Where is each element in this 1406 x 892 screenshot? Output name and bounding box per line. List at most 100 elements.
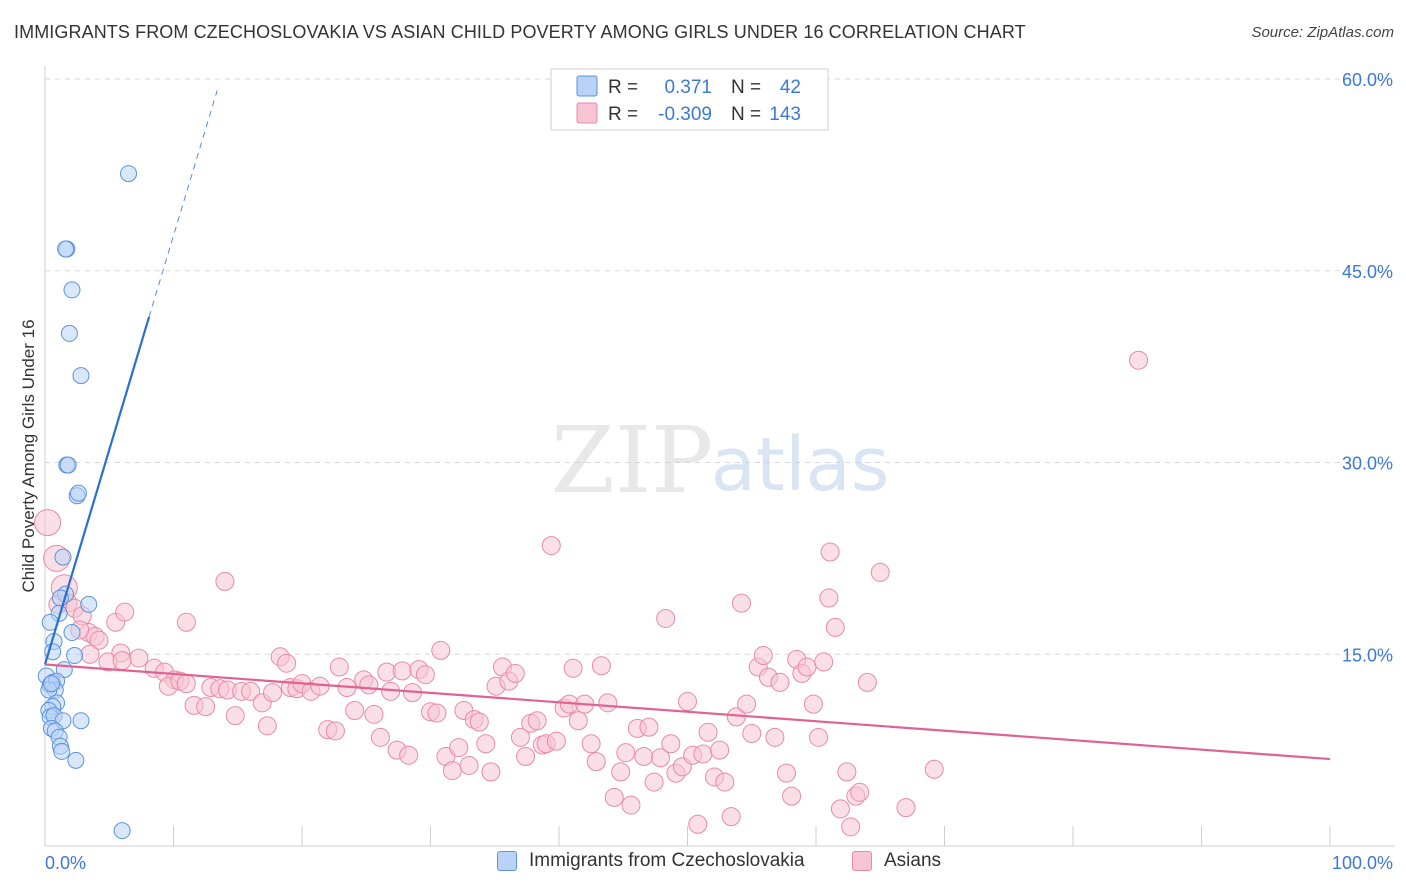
asians-point bbox=[129, 648, 149, 668]
bottom-legend: Immigrants from Czechoslovakia Asians bbox=[0, 850, 1406, 880]
legend-item-czechoslovakia: Immigrants from Czechoslovakia bbox=[497, 850, 805, 872]
legend-swatch-blue bbox=[497, 851, 517, 871]
trend-lines bbox=[43, 90, 1331, 761]
asians-point bbox=[89, 630, 109, 650]
czechoslovakia-trend-line bbox=[43, 316, 151, 665]
asians-point bbox=[809, 727, 829, 747]
asians-point bbox=[34, 509, 62, 537]
asians-point bbox=[721, 807, 741, 827]
czechoslovakia-point bbox=[80, 595, 98, 613]
watermark-atlas: atlas bbox=[711, 422, 890, 508]
asians-point bbox=[770, 672, 790, 692]
czechoslovakia-point bbox=[53, 742, 71, 760]
asians-point bbox=[241, 681, 261, 701]
legend-n-value-2: 143 bbox=[769, 104, 801, 125]
asians-point bbox=[586, 752, 606, 772]
asians-point bbox=[505, 663, 525, 683]
asians-point bbox=[359, 675, 379, 695]
asians-point bbox=[345, 700, 365, 720]
czechoslovakia-trend-extension bbox=[148, 90, 218, 317]
asians-point bbox=[753, 646, 773, 666]
y-tick-label-1: 30.0% bbox=[1342, 454, 1393, 474]
asians-point bbox=[742, 724, 762, 744]
czechoslovakia-point bbox=[54, 548, 72, 566]
asians-point bbox=[196, 697, 216, 717]
asians-point bbox=[710, 740, 730, 760]
czechoslovakia-point bbox=[67, 751, 85, 769]
czechoslovakia-point bbox=[113, 822, 131, 840]
asians-point bbox=[257, 716, 277, 736]
asians-point bbox=[693, 744, 713, 764]
asians-point bbox=[427, 703, 447, 723]
legend-swatch-pink bbox=[852, 851, 872, 871]
asians-point bbox=[392, 661, 412, 681]
asians-point bbox=[568, 711, 588, 731]
asians-point bbox=[656, 608, 676, 628]
asians-point bbox=[644, 772, 664, 792]
asians-point bbox=[604, 787, 624, 807]
asians-point bbox=[581, 734, 601, 754]
asians-point bbox=[176, 612, 196, 632]
asians-point bbox=[370, 727, 390, 747]
czechoslovakia-point bbox=[59, 456, 77, 474]
asians-point bbox=[837, 762, 857, 782]
legend-r-value-1: 0.371 bbox=[664, 77, 712, 98]
asians-point bbox=[476, 734, 496, 754]
asians-point bbox=[469, 712, 489, 732]
czechoslovakia-point bbox=[60, 324, 78, 342]
czechoslovakia-point bbox=[69, 484, 87, 502]
legend-label-asians: Asians bbox=[884, 850, 942, 871]
asians-point bbox=[825, 617, 845, 637]
asians-point bbox=[225, 706, 245, 726]
asians-point bbox=[215, 571, 235, 591]
asians-point bbox=[329, 657, 349, 677]
asians-point bbox=[651, 748, 671, 768]
asians-point bbox=[598, 693, 618, 713]
czechoslovakia-point bbox=[63, 281, 81, 299]
asians-point bbox=[516, 747, 536, 767]
asians-point bbox=[449, 738, 469, 758]
asians-point bbox=[634, 747, 654, 767]
asians-point bbox=[857, 672, 877, 692]
asians-point bbox=[541, 536, 561, 556]
tick-labels: 15.0% 30.0% 45.0% 60.0% 0.0% 100.0% bbox=[45, 70, 1393, 873]
czechoslovakia-point bbox=[72, 712, 90, 730]
legend-label-czechoslovakia: Immigrants from Czechoslovakia bbox=[529, 850, 805, 871]
asians-point bbox=[442, 761, 462, 781]
asians-point bbox=[459, 755, 479, 775]
asians-point bbox=[782, 786, 802, 806]
asians-point bbox=[115, 602, 135, 622]
legend-r-value-2: -0.309 bbox=[658, 104, 712, 125]
asians-point bbox=[1129, 350, 1149, 370]
legend-item-asians: Asians bbox=[852, 850, 941, 872]
asians-point bbox=[591, 656, 611, 676]
czechoslovakia-point bbox=[42, 675, 60, 693]
grid-lines bbox=[45, 78, 1395, 655]
asians-point bbox=[814, 652, 834, 672]
asians-point bbox=[546, 731, 566, 751]
asians-point bbox=[415, 665, 435, 685]
asians-point bbox=[325, 721, 345, 741]
czechoslovakia-point bbox=[120, 165, 138, 183]
asians-point bbox=[731, 593, 751, 613]
asians-point bbox=[639, 717, 659, 737]
correlation-legend: R = 0.371 N = 42 R = -0.309 N = 143 bbox=[550, 68, 829, 131]
asians-point bbox=[80, 644, 100, 664]
asians-point bbox=[820, 542, 840, 562]
asians-point bbox=[621, 795, 641, 815]
legend-r-label-2: R = bbox=[608, 104, 638, 125]
asians-point bbox=[776, 763, 796, 783]
legend-n-label-2: N = bbox=[731, 104, 761, 125]
legend-blue-swatch bbox=[576, 75, 598, 97]
asians-point bbox=[527, 711, 547, 731]
legend-r-label-1: R = bbox=[608, 77, 638, 98]
chart-title: IMMIGRANTS FROM CZECHOSLOVAKIA VS ASIAN … bbox=[14, 22, 1026, 42]
watermark-zip: ZIP bbox=[551, 407, 713, 514]
asians-point bbox=[399, 745, 419, 765]
asians-point bbox=[870, 562, 890, 582]
asians-point bbox=[431, 640, 451, 660]
czechoslovakia-points bbox=[37, 165, 138, 840]
asians-point bbox=[765, 727, 785, 747]
asians-point bbox=[510, 727, 530, 747]
